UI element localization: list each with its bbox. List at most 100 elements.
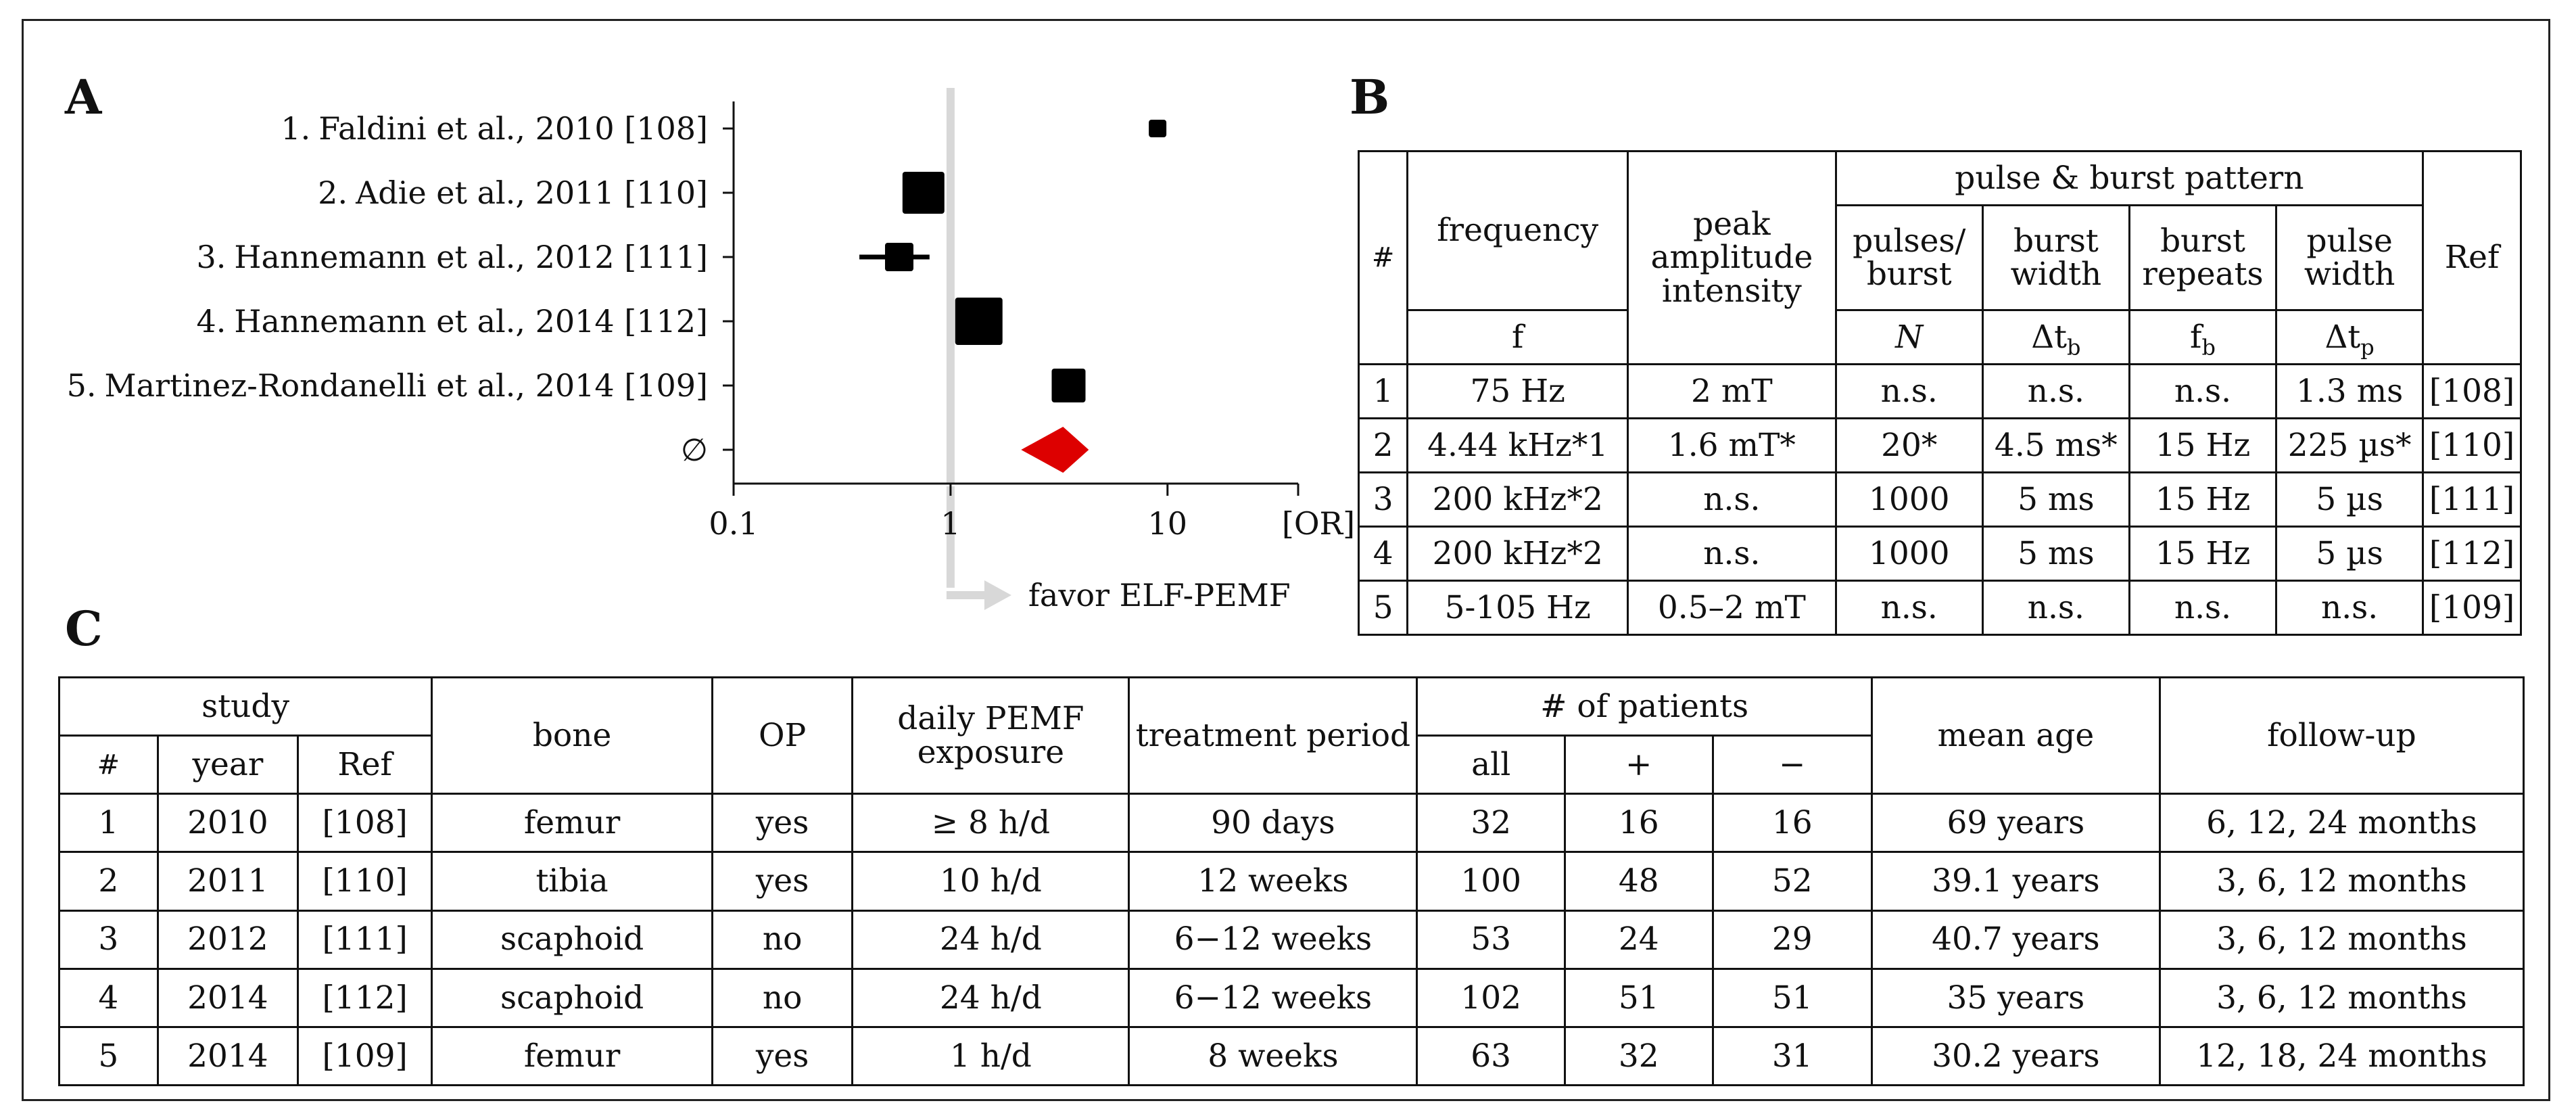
table-cell: 15 Hz bbox=[2128, 526, 2278, 582]
study-name: Faldini et al., 2010 [108] bbox=[318, 110, 708, 147]
table-cell: 51 bbox=[1711, 967, 1873, 1028]
forest-plot: 0.1 1 10 1. Faldini et al., 2010 [108] 2. Adi… bbox=[67, 88, 1355, 613]
table-cell: n.s. bbox=[2128, 363, 2278, 420]
header-pulses-per-burst: pulses/ burst bbox=[1834, 204, 1984, 312]
table-cell: scaphoid bbox=[431, 909, 713, 970]
table-cell: no bbox=[711, 909, 854, 970]
effect-size-marker bbox=[1149, 120, 1167, 137]
table-cell: 1 bbox=[58, 793, 159, 854]
header-year: year bbox=[156, 735, 300, 795]
parameter-row: 4 200 kHz*2 n.s. 1000 5 ms 15 Hz 5 µs [112] bbox=[1357, 526, 2522, 582]
table-cell: yes bbox=[711, 793, 854, 854]
study-name: Hannemann et al., 2014 [112] bbox=[234, 303, 708, 340]
table-cell: 0.5–2 mT bbox=[1627, 580, 1837, 636]
parameter-rows: 1 75 Hz 2 mT n.s. n.s. n.s. 1.3 ms [108] 2 4.44 k… bbox=[1357, 363, 2522, 636]
study-name: Adie et al., 2011 [110] bbox=[355, 174, 708, 211]
pooled-effect-diamond bbox=[1021, 427, 1089, 473]
table-cell: 69 years bbox=[1870, 793, 2161, 854]
study-number: 5. bbox=[67, 367, 97, 404]
header-patients: # of patients bbox=[1416, 676, 1873, 737]
symbol-burst-repeats: fb bbox=[2128, 309, 2278, 366]
table-cell: 1 h/d bbox=[851, 1025, 1130, 1087]
table-cell: 2 mT bbox=[1627, 363, 1837, 420]
favor-arrow bbox=[946, 580, 1011, 610]
table-cell: 51 bbox=[1563, 967, 1714, 1028]
table-cell: 63 bbox=[1416, 1025, 1566, 1087]
study-number: 1. bbox=[281, 110, 310, 147]
effect-size-marker bbox=[884, 243, 913, 271]
table-cell: 6, 12, 24 months bbox=[2158, 793, 2525, 854]
table-cell: 10 h/d bbox=[851, 851, 1130, 912]
table-cell: 4.44 kHz*1 bbox=[1406, 417, 1629, 474]
symbol-burst-width: Δtb bbox=[1981, 309, 2130, 366]
reference-line-lower bbox=[946, 486, 955, 588]
table-cell: 1000 bbox=[1834, 471, 1984, 528]
table-cell: 5 µs bbox=[2275, 471, 2425, 528]
symbol-subscript-b2: b bbox=[2201, 334, 2216, 360]
study-label: 5. Martinez-Rondanelli et al., 2014 [109] bbox=[67, 367, 708, 404]
table-cell: 1000 bbox=[1834, 526, 1984, 582]
table-cell: 6−12 weeks bbox=[1128, 967, 1418, 1028]
table-cell: femur bbox=[431, 793, 713, 854]
table-cell: 1.3 ms bbox=[2275, 363, 2425, 420]
table-cell: 5 bbox=[1357, 580, 1409, 636]
table-cell: 8 weeks bbox=[1128, 1025, 1418, 1087]
panel-label-b: B bbox=[1350, 69, 1390, 125]
table-cell: 3 bbox=[1357, 471, 1409, 528]
table-cell: 31 bbox=[1711, 1025, 1873, 1087]
effect-size-marker bbox=[902, 172, 945, 214]
table-cell: 3, 6, 12 months bbox=[2158, 851, 2525, 912]
table-cell: 4 bbox=[1357, 526, 1409, 582]
table-cell: 1.6 mT* bbox=[1627, 417, 1837, 474]
table-cell: [108] bbox=[297, 793, 433, 854]
axis-unit-label: [OR] bbox=[1282, 505, 1355, 542]
table-cell: 3 bbox=[58, 909, 159, 970]
table-cell: 32 bbox=[1563, 1025, 1714, 1087]
study-rows: 1. Faldini et al., 2010 [108] 2. Adie et al… bbox=[67, 101, 1167, 484]
reference-line bbox=[946, 88, 955, 588]
study-number: 2. bbox=[318, 174, 348, 211]
study-label: 2. Adie et al., 2011 [110] bbox=[318, 174, 708, 211]
table-cell: 16 bbox=[1711, 793, 1873, 854]
header-pulse-burst-pattern: pulse & burst pattern bbox=[1834, 150, 2425, 206]
table-cell: 1 bbox=[1357, 363, 1409, 420]
table-cell: 5-105 Hz bbox=[1406, 580, 1629, 636]
table-cell: tibia bbox=[431, 851, 713, 912]
header-patients-minus: − bbox=[1711, 735, 1873, 795]
favor-label: favor ELF-PEMF bbox=[1028, 577, 1291, 613]
table-cell: [111] bbox=[297, 909, 433, 970]
table-cell: 3, 6, 12 months bbox=[2158, 909, 2525, 970]
table-cell: n.s. bbox=[2128, 580, 2278, 636]
x-axis-tick-label: 0.1 bbox=[709, 505, 758, 542]
table-cell: 5 ms bbox=[1981, 526, 2130, 582]
header-ref: Ref bbox=[2422, 149, 2522, 366]
table-cell: 12, 18, 24 months bbox=[2158, 1025, 2525, 1087]
favor-arrow-shaft bbox=[946, 591, 987, 599]
table-cell: [109] bbox=[2422, 580, 2522, 636]
table-cell: [110] bbox=[297, 851, 433, 912]
table-cell: 2014 bbox=[156, 1025, 300, 1087]
table-cell: n.s. bbox=[1834, 363, 1984, 420]
symbol-subscript-b: b bbox=[2067, 334, 2081, 360]
symbol-delta-t-p: Δt bbox=[2324, 319, 2361, 356]
table-cell: 12 weeks bbox=[1128, 851, 1418, 912]
header-daily-exposure: daily PEMF exposure bbox=[851, 676, 1130, 795]
table-cell: n.s. bbox=[1627, 471, 1837, 528]
header-patients-all: all bbox=[1416, 735, 1566, 795]
table-cell: 20* bbox=[1834, 417, 1984, 474]
table-cell: 15 Hz bbox=[2128, 417, 2278, 474]
header-bone: bone bbox=[431, 676, 713, 795]
x-axis-tick-label: 1 bbox=[940, 505, 960, 542]
table-cell: [112] bbox=[297, 967, 433, 1028]
table-cell: 102 bbox=[1416, 967, 1566, 1028]
table-cell: femur bbox=[431, 1025, 713, 1087]
study-row: 3 2012 [111] scaphoid no 24 h/d 6−12 weeks 53 24… bbox=[58, 909, 2525, 970]
study-number: 3. bbox=[196, 239, 226, 275]
table-cell: 75 Hz bbox=[1406, 363, 1629, 420]
table-cell: 5 µs bbox=[2275, 526, 2425, 582]
study-row: 1 2010 [108] femur yes ≥ 8 h/d 90 days 32 16 16 69… bbox=[58, 793, 2525, 854]
parameter-row: 2 4.44 kHz*1 1.6 mT* 20* 4.5 ms* 15 Hz 225 µs*… bbox=[1357, 417, 2522, 474]
header-ref: Ref bbox=[297, 735, 433, 795]
table-cell: 40.7 years bbox=[1870, 909, 2161, 970]
pemf-parameter-table: # frequency peak amplitude intensity pul… bbox=[1357, 149, 2522, 636]
